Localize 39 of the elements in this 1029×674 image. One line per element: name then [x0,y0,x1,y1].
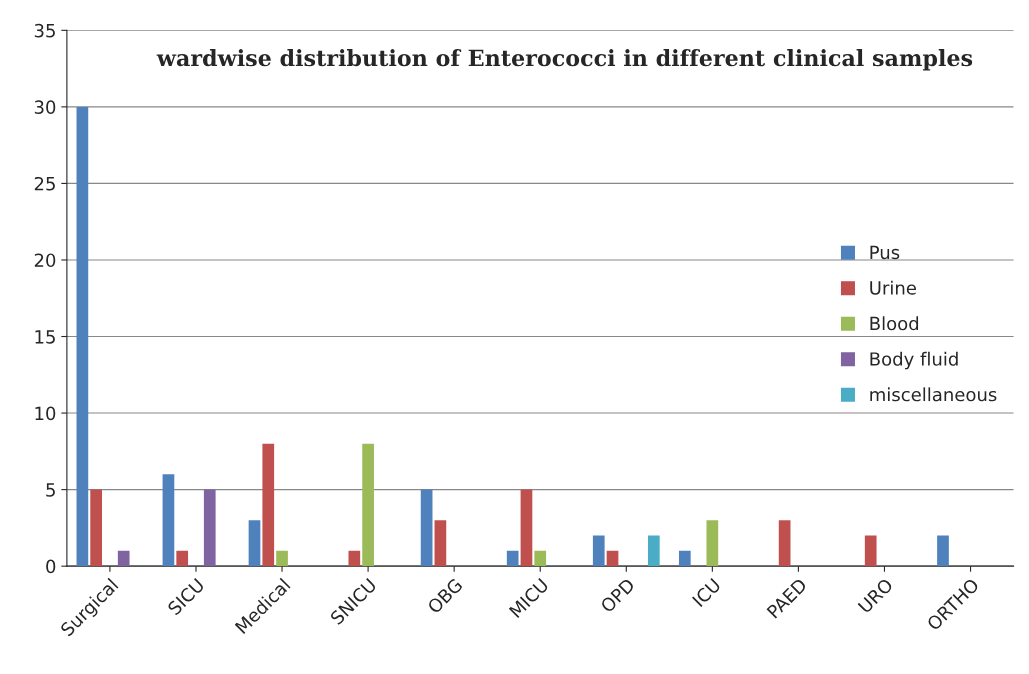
bar [520,489,533,567]
y-tick-label: 15 [35,330,55,344]
bar [864,535,877,567]
legend-label: Body fluid [870,351,958,370]
legend-label: Blood [870,316,919,331]
bar [678,550,691,567]
y-tick-label: 10 [35,406,56,421]
bar [176,550,189,567]
x-tick-label: ICU [691,577,722,608]
bar [262,443,275,567]
legend-label: miscellaneous [870,387,997,402]
bar [420,489,433,567]
bar [162,474,175,567]
text: wardwise distribution of Enterococci in different clinical samples [156,49,973,71]
bar [534,550,547,567]
y-tick-label: 30 [34,100,56,114]
bar [203,489,216,567]
bar [647,535,660,567]
bar [506,550,519,567]
y-tick-label: 35 [34,23,55,38]
bar [362,443,374,567]
bar [606,550,619,567]
bar [248,520,261,567]
legend-label: Urine [870,280,916,295]
y-tick-label: 20 [34,253,56,268]
legend-label: Pus [870,245,900,260]
bar [706,520,719,567]
bar [592,535,605,567]
y-tick-label: 5 [46,483,55,497]
bar [348,550,361,567]
bar [778,520,791,567]
bar [90,489,102,567]
y-tick-label: 0 [46,559,56,574]
y-tick-label: 25 [34,176,55,191]
bar [117,550,130,567]
bar [76,106,89,567]
bar [937,535,949,567]
bar [434,520,447,567]
bar [276,550,288,567]
